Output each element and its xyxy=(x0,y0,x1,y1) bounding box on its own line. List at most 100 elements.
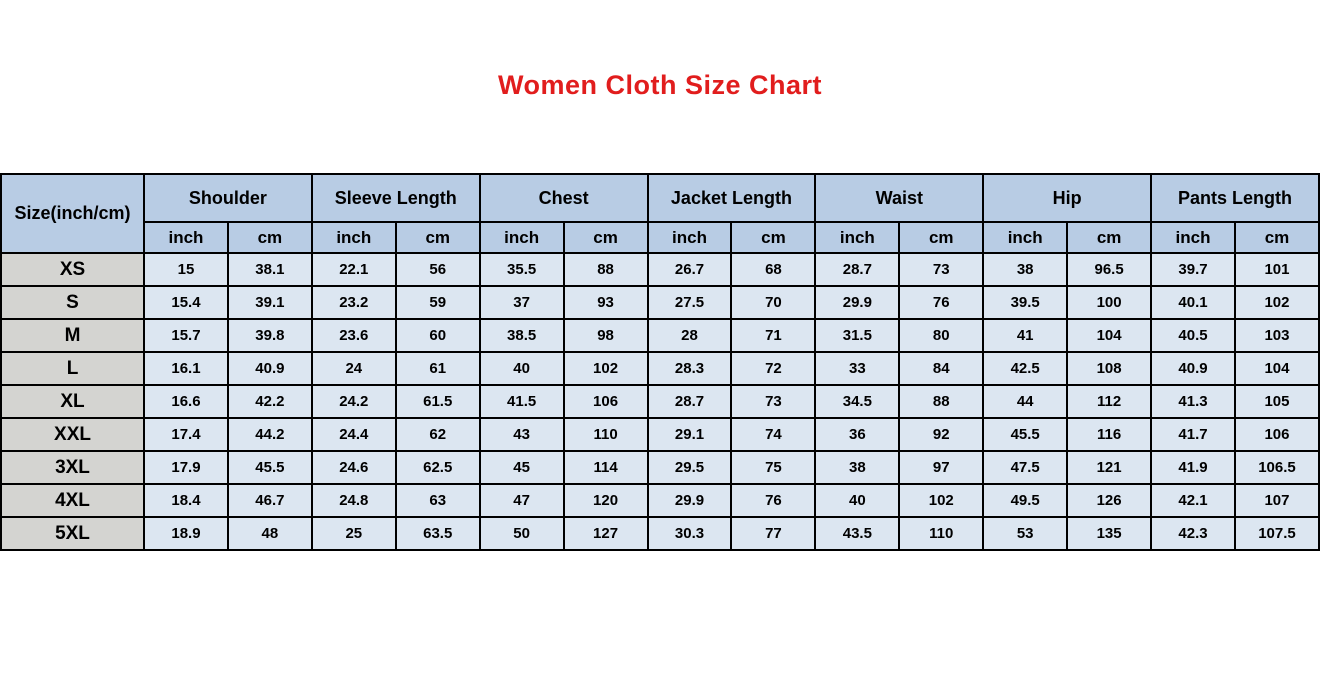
data-cell-4xl-hip-inch: 49.5 xyxy=(982,483,1069,518)
data-cell-m-hip-inch: 41 xyxy=(982,318,1069,353)
data-cell-m-hip-cm: 104 xyxy=(1066,318,1153,353)
data-cell-xxl-shoulder-inch: 17.4 xyxy=(143,417,229,452)
data-cell-xs-hip-cm: 96.5 xyxy=(1066,252,1153,287)
unit-header-shoulder-cm: cm xyxy=(226,221,313,254)
data-cell-5xl-jacket-length-cm: 77 xyxy=(730,516,817,551)
data-cell-xl-jacket-length-cm: 73 xyxy=(730,384,817,419)
data-cell-s-sleeve-length-cm: 59 xyxy=(394,285,481,320)
data-cell-3xl-waist-inch: 38 xyxy=(814,450,901,485)
data-cell-xl-pants-length-cm: 105 xyxy=(1233,384,1320,419)
data-cell-xxl-shoulder-cm: 44.2 xyxy=(226,417,313,452)
data-cell-4xl-pants-length-cm: 107 xyxy=(1233,483,1320,518)
data-cell-l-waist-inch: 33 xyxy=(814,351,901,386)
data-cell-xxl-waist-cm: 92 xyxy=(898,417,985,452)
data-cell-xxl-chest-cm: 110 xyxy=(562,417,649,452)
size-label-3xl: 3XL xyxy=(0,450,145,485)
data-cell-xxl-jacket-length-cm: 74 xyxy=(730,417,817,452)
table-body: XS 15 38.1 22.1 56 35.5 88 26.7 68 28.7 73 38 96.5 39… xyxy=(0,252,1320,551)
data-cell-xs-shoulder-inch: 15 xyxy=(143,252,229,287)
data-cell-5xl-pants-length-cm: 107.5 xyxy=(1233,516,1320,551)
data-cell-5xl-pants-length-inch: 42.3 xyxy=(1150,516,1236,551)
data-cell-4xl-shoulder-inch: 18.4 xyxy=(143,483,229,518)
data-cell-xl-chest-cm: 106 xyxy=(562,384,649,419)
page-title: Women Cloth Size Chart xyxy=(497,70,823,100)
data-cell-4xl-chest-cm: 120 xyxy=(562,483,649,518)
unit-header-shoulder-inch: inch xyxy=(143,221,229,254)
data-cell-5xl-chest-inch: 50 xyxy=(478,516,565,551)
data-cell-xxl-jacket-length-inch: 29.1 xyxy=(646,417,733,452)
table-row-xxl: XXL 17.4 44.2 24.4 62 43 110 29.1 74 36 92 45.5 116 4… xyxy=(0,417,1320,452)
data-cell-m-sleeve-length-inch: 23.6 xyxy=(310,318,397,353)
header-row-groups: Size(inch/cm) Shoulder Sleeve Length Chest J… xyxy=(0,173,1320,254)
data-cell-3xl-hip-cm: 121 xyxy=(1066,450,1153,485)
data-cell-xs-jacket-length-cm: 68 xyxy=(730,252,817,287)
data-cell-xs-waist-inch: 28.7 xyxy=(814,252,901,287)
data-cell-xxl-waist-inch: 36 xyxy=(814,417,901,452)
data-cell-3xl-pants-length-cm: 106.5 xyxy=(1233,450,1320,485)
data-cell-xs-chest-inch: 35.5 xyxy=(478,252,565,287)
data-cell-m-chest-cm: 98 xyxy=(562,318,649,353)
data-cell-m-pants-length-cm: 103 xyxy=(1233,318,1320,353)
data-cell-4xl-sleeve-length-inch: 24.8 xyxy=(310,483,397,518)
table-row-3xl: 3XL 17.9 45.5 24.6 62.5 45 114 29.5 75 38 97 47.5 12… xyxy=(0,450,1320,485)
size-label-5xl: 5XL xyxy=(0,516,145,551)
data-cell-m-waist-cm: 80 xyxy=(898,318,985,353)
unit-header-sleeve-length-inch: inch xyxy=(310,221,397,254)
data-cell-l-sleeve-length-cm: 61 xyxy=(394,351,481,386)
data-cell-xl-hip-inch: 44 xyxy=(982,384,1069,419)
data-cell-xl-pants-length-inch: 41.3 xyxy=(1150,384,1236,419)
data-cell-3xl-hip-inch: 47.5 xyxy=(982,450,1069,485)
data-cell-l-sleeve-length-inch: 24 xyxy=(310,351,397,386)
unit-header-waist-cm: cm xyxy=(898,221,985,254)
data-cell-m-shoulder-inch: 15.7 xyxy=(143,318,229,353)
size-label-l: L xyxy=(0,351,145,386)
data-cell-xl-waist-inch: 34.5 xyxy=(814,384,901,419)
data-cell-l-jacket-length-inch: 28.3 xyxy=(646,351,733,386)
data-cell-s-waist-inch: 29.9 xyxy=(814,285,901,320)
data-cell-xl-sleeve-length-cm: 61.5 xyxy=(394,384,481,419)
data-cell-l-shoulder-cm: 40.9 xyxy=(226,351,313,386)
group-header-sleeve-length: Sleeve Length xyxy=(310,173,481,223)
table-row-4xl: 4XL 18.4 46.7 24.8 63 47 120 29.9 76 40 102 49.5 126… xyxy=(0,483,1320,518)
group-header-jacket-length: Jacket Length xyxy=(646,173,817,223)
size-label-s: S xyxy=(0,285,145,320)
unit-header-pants-length-cm: cm xyxy=(1233,221,1320,254)
data-cell-xxl-chest-inch: 43 xyxy=(478,417,565,452)
data-cell-5xl-sleeve-length-cm: 63.5 xyxy=(394,516,481,551)
data-cell-xxl-hip-inch: 45.5 xyxy=(982,417,1069,452)
data-cell-xxl-hip-cm: 116 xyxy=(1066,417,1153,452)
data-cell-l-hip-inch: 42.5 xyxy=(982,351,1069,386)
unit-header-jacket-length-inch: inch xyxy=(646,221,733,254)
data-cell-s-pants-length-cm: 102 xyxy=(1233,285,1320,320)
data-cell-4xl-hip-cm: 126 xyxy=(1066,483,1153,518)
data-cell-xs-waist-cm: 73 xyxy=(898,252,985,287)
size-column-header: Size(inch/cm) xyxy=(0,173,145,254)
data-cell-xxl-pants-length-inch: 41.7 xyxy=(1150,417,1236,452)
unit-header-pants-length-inch: inch xyxy=(1150,221,1236,254)
data-cell-xl-jacket-length-inch: 28.7 xyxy=(646,384,733,419)
data-cell-s-hip-cm: 100 xyxy=(1066,285,1153,320)
data-cell-s-chest-inch: 37 xyxy=(478,285,565,320)
data-cell-s-shoulder-inch: 15.4 xyxy=(143,285,229,320)
data-cell-m-jacket-length-cm: 71 xyxy=(730,318,817,353)
data-cell-xs-hip-inch: 38 xyxy=(982,252,1069,287)
data-cell-5xl-jacket-length-inch: 30.3 xyxy=(646,516,733,551)
data-cell-4xl-jacket-length-inch: 29.9 xyxy=(646,483,733,518)
unit-header-sleeve-length-cm: cm xyxy=(394,221,481,254)
data-cell-4xl-shoulder-cm: 46.7 xyxy=(226,483,313,518)
unit-header-waist-inch: inch xyxy=(814,221,901,254)
size-label-m: M xyxy=(0,318,145,353)
data-cell-l-pants-length-cm: 104 xyxy=(1233,351,1320,386)
data-cell-s-sleeve-length-inch: 23.2 xyxy=(310,285,397,320)
table-row-l: L 16.1 40.9 24 61 40 102 28.3 72 33 84 42.5 108 40.9 1… xyxy=(0,351,1320,386)
data-cell-3xl-pants-length-inch: 41.9 xyxy=(1150,450,1236,485)
data-cell-3xl-sleeve-length-inch: 24.6 xyxy=(310,450,397,485)
unit-header-hip-inch: inch xyxy=(982,221,1069,254)
group-header-waist: Waist xyxy=(814,173,985,223)
unit-header-hip-cm: cm xyxy=(1066,221,1153,254)
data-cell-m-sleeve-length-cm: 60 xyxy=(394,318,481,353)
data-cell-xs-jacket-length-inch: 26.7 xyxy=(646,252,733,287)
data-cell-5xl-hip-inch: 53 xyxy=(982,516,1069,551)
data-cell-4xl-pants-length-inch: 42.1 xyxy=(1150,483,1236,518)
data-cell-5xl-waist-cm: 110 xyxy=(898,516,985,551)
